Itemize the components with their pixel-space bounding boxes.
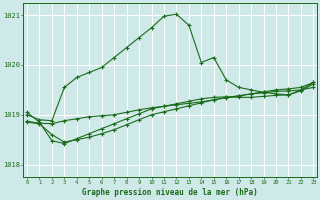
X-axis label: Graphe pression niveau de la mer (hPa): Graphe pression niveau de la mer (hPa) <box>82 188 258 197</box>
